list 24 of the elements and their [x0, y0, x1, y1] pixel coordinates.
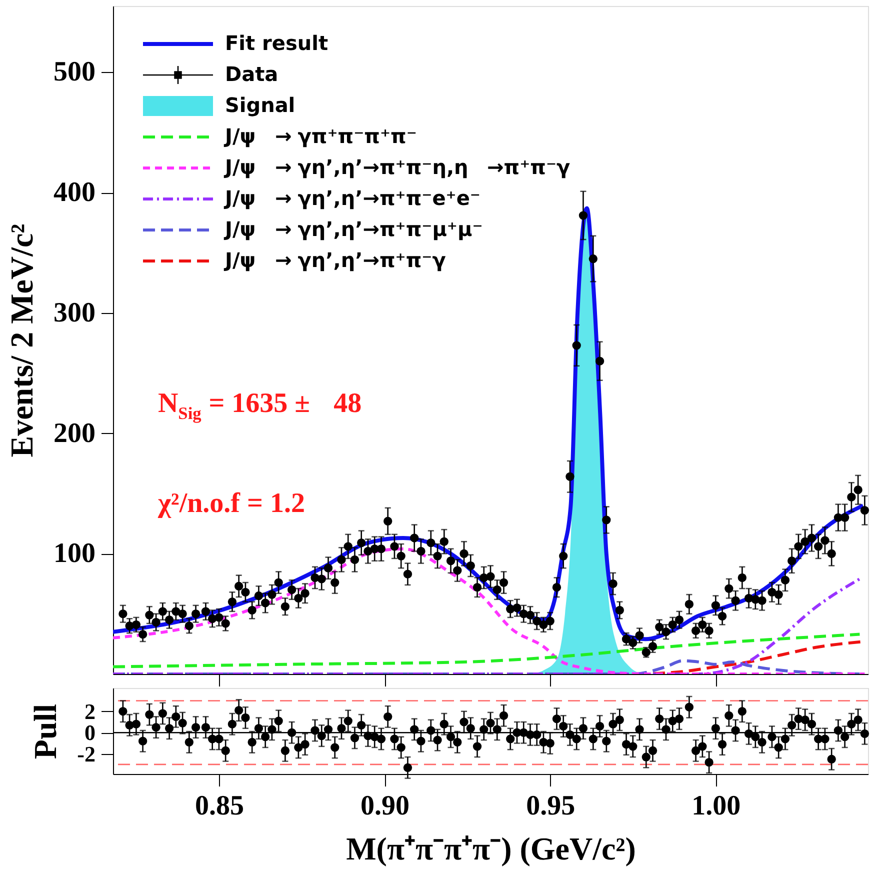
x-tick-label: 0.85 — [194, 790, 244, 822]
line-series — [113, 632, 862, 668]
legend-label: Signal — [225, 93, 296, 117]
annotation: χ²/n.o.f = 1.2 — [157, 488, 305, 519]
y-tick-label: 200 — [54, 418, 96, 449]
x-tick-label: 1.00 — [692, 790, 741, 822]
legend-label: J/ψ → γη’,η’→π⁺π⁻η,η →π⁺π⁻γ — [223, 155, 571, 179]
y-axis-title: Events/ 2 MeV/c² — [4, 224, 40, 458]
line-series — [113, 577, 862, 674]
line-series — [113, 547, 866, 674]
y-tick-label: 100 — [54, 538, 96, 570]
legend-label: Fit result — [225, 31, 328, 55]
y-tick-label: 500 — [54, 56, 96, 88]
legend-label: J/ψ → γη’,η’→π⁺π⁻e⁺e⁻ — [223, 186, 480, 210]
legend-label: J/ψ → γπ⁺π⁻π⁺π⁻ — [223, 124, 417, 148]
legend-label: J/ψ → γη’,η’→π⁺π⁻μ⁺μ⁻ — [223, 217, 483, 241]
y-tick-label: 300 — [54, 297, 96, 328]
legend-label: J/ψ → γη’,η’→π⁺π⁻γ — [223, 248, 446, 272]
legend-label: Data — [225, 62, 278, 86]
x-tick-label: 0.95 — [526, 790, 576, 822]
y-axis-title: Pull — [27, 704, 64, 760]
y-tick-label: 400 — [54, 177, 96, 208]
x-axis-title: M(π⁺π⁻π⁺π⁻) (GeV/c²) — [346, 830, 636, 866]
x-tick-label: 0.90 — [360, 790, 410, 822]
